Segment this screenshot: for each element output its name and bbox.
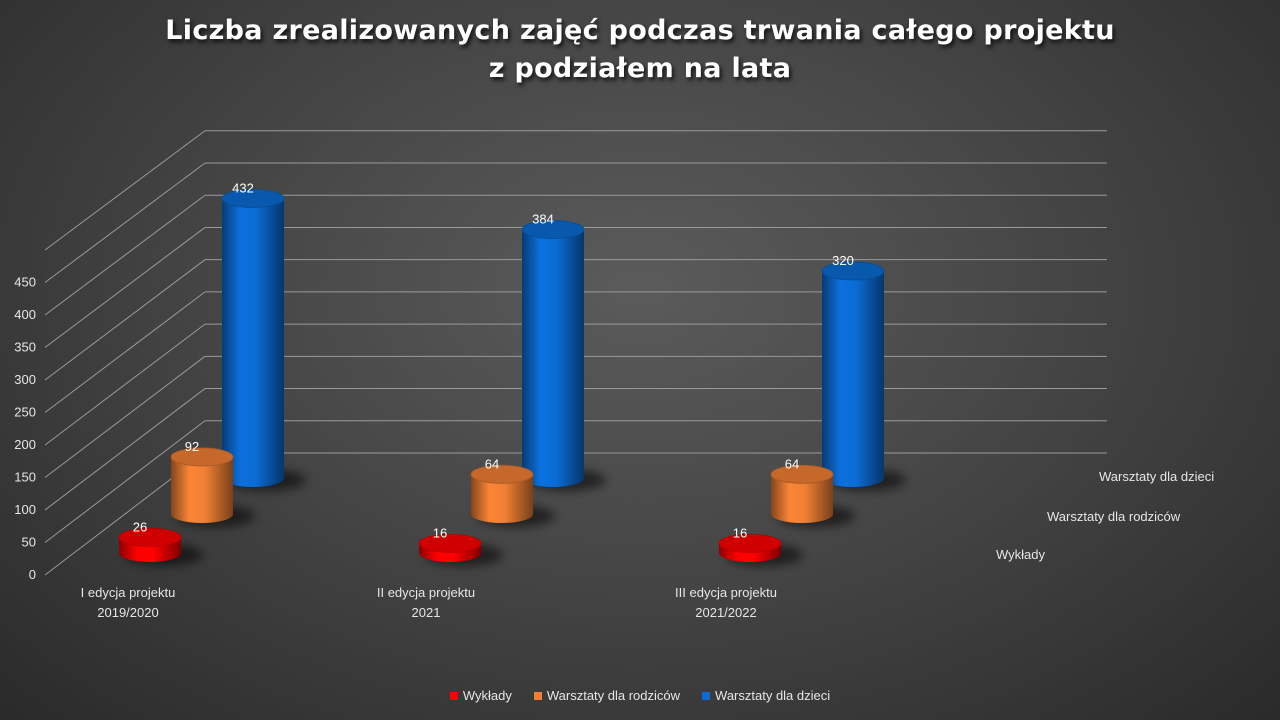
x-axis-labels: I edycja projektu 2019/2020 II edycja proj… <box>81 585 777 620</box>
bar-2-1 <box>170 447 255 527</box>
bar-1-3 <box>718 534 803 566</box>
chart-plot: 0 50 100 150 200 250 300 350 400 450 432 384 320 92 6… <box>14 130 1214 620</box>
chart-title: Liczba zrealizowanych zajęć podczas trwa… <box>0 12 1280 88</box>
x-category-label: III edycja projektu <box>675 585 777 600</box>
data-label: 16 <box>733 525 747 540</box>
y-tick-label: 0 <box>29 567 36 582</box>
legend-swatch <box>533 691 542 700</box>
legend-label: Warsztaty dla dzieci <box>715 688 831 703</box>
depth-series-label: Wykłady <box>996 547 1046 562</box>
data-label: 92 <box>185 439 199 454</box>
bar-3-3 <box>821 261 906 491</box>
y-tick-label: 400 <box>14 307 36 322</box>
y-tick-label: 100 <box>14 502 36 517</box>
y-tick-label: 150 <box>14 470 36 485</box>
data-label: 320 <box>832 253 854 268</box>
side-gridline <box>44 420 206 543</box>
side-gridline <box>44 194 206 316</box>
legend-label: Warsztaty dla rodziców <box>546 688 681 703</box>
legend-item: Wykłady <box>449 688 512 703</box>
x-category-label: 2021 <box>412 605 441 620</box>
y-tick-label: 50 <box>22 535 36 550</box>
legend: Wykłady Warsztaty dla rodziców Warsztaty d… <box>0 688 1280 703</box>
y-tick-label: 450 <box>14 275 36 290</box>
side-gridline <box>44 227 206 348</box>
side-gridline <box>44 259 206 381</box>
side-gridline <box>44 130 206 251</box>
x-category-label: I edycja projektu <box>81 585 176 600</box>
chart-title-line-2: z podziałem na lata <box>488 53 792 84</box>
legend-label: Wykłady <box>462 688 512 703</box>
bar-2-2 <box>470 464 555 527</box>
legend-item: Warsztaty dla dzieci <box>702 688 830 703</box>
bar-3-2 <box>521 220 606 491</box>
x-category-label: II edycja projektu <box>377 585 475 600</box>
gridlines <box>44 130 1107 576</box>
bar-1-1 <box>118 528 203 566</box>
data-label: 384 <box>532 212 554 227</box>
bar-2-3 <box>770 464 855 527</box>
side-gridline <box>44 388 206 511</box>
depth-axis-labels: Wykłady Warsztaty dla rodziców Warsztaty d… <box>996 469 1214 562</box>
legend-item: Warsztaty dla rodziców <box>533 688 681 703</box>
bar-1-2 <box>418 534 503 566</box>
chart-title-line-1: Liczba zrealizowanych zajęć podczas trwa… <box>165 15 1115 46</box>
data-label: 16 <box>433 525 447 540</box>
bars: 432 384 320 92 64 64 26 16 16 <box>118 180 906 566</box>
side-gridline <box>44 162 206 283</box>
legend-swatch <box>449 691 458 700</box>
y-tick-label: 350 <box>14 340 36 355</box>
side-gridline <box>44 323 206 446</box>
depth-series-label: Warsztaty dla dzieci <box>1099 469 1214 484</box>
y-tick-label: 250 <box>14 405 36 420</box>
y-tick-label: 300 <box>14 372 36 387</box>
depth-series-label: Warsztaty dla rodziców <box>1047 509 1181 524</box>
data-label: 432 <box>232 180 254 195</box>
data-label: 64 <box>785 456 799 471</box>
x-category-label: 2019/2020 <box>97 605 158 620</box>
y-axis-ticks: 0 50 100 150 200 250 300 350 400 450 <box>14 275 36 583</box>
data-label: 26 <box>133 519 147 534</box>
x-category-label: 2021/2022 <box>695 605 756 620</box>
data-label: 64 <box>485 456 499 471</box>
side-gridline <box>44 291 206 413</box>
bar-3-1 <box>221 189 306 491</box>
legend-swatch <box>702 691 711 700</box>
y-tick-label: 200 <box>14 437 36 452</box>
side-gridline <box>44 355 206 478</box>
